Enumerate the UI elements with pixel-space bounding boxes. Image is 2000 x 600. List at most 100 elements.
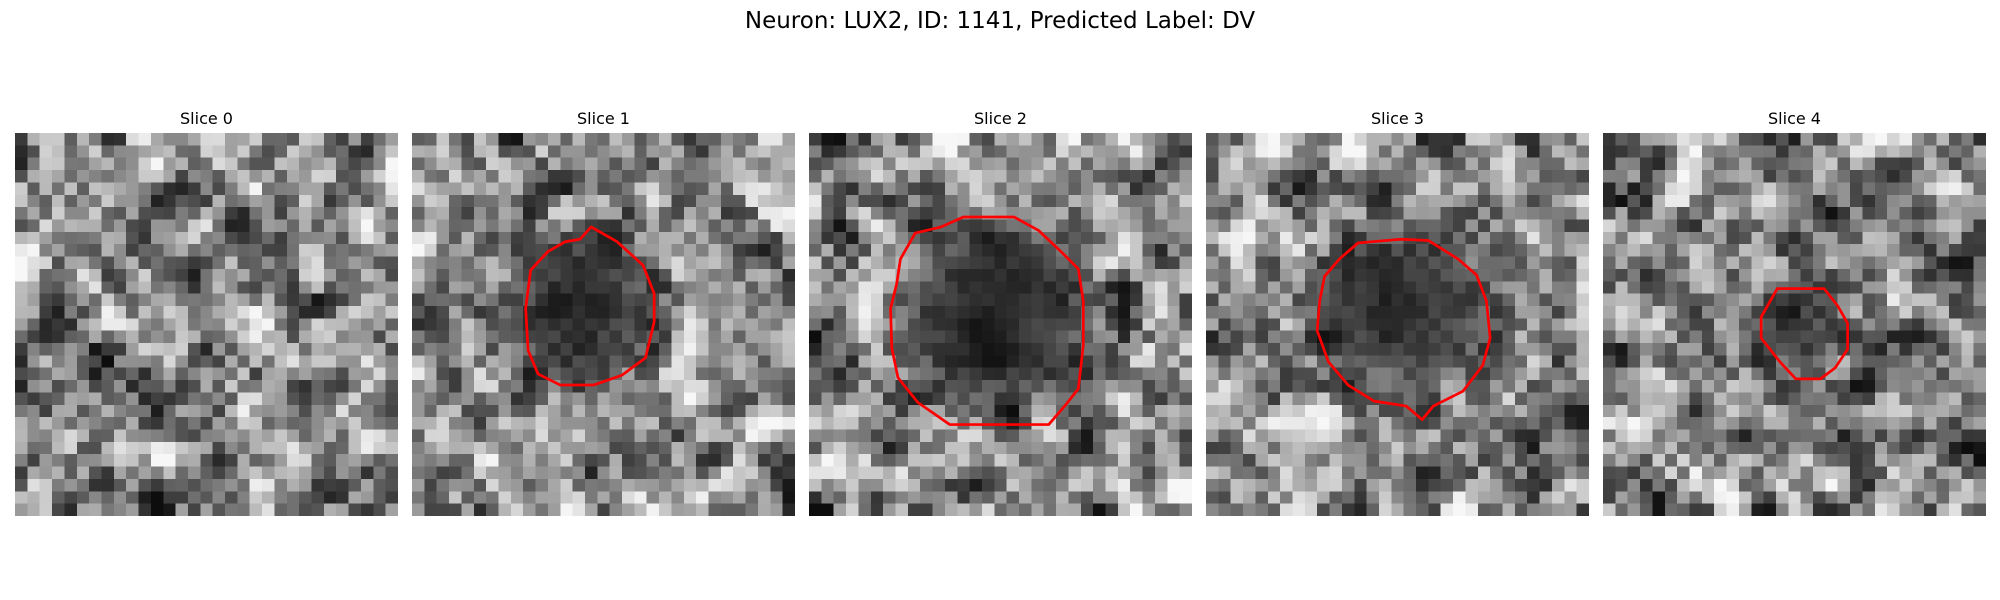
image-pixel <box>1850 133 1863 146</box>
image-pixel <box>1056 380 1069 393</box>
image-pixel <box>1899 194 1913 208</box>
image-pixel <box>535 417 549 430</box>
image-pixel <box>424 491 437 504</box>
image-pixel <box>1154 170 1168 183</box>
image-pixel <box>150 478 164 492</box>
image-pixel <box>1230 466 1244 480</box>
image-pixel <box>1564 268 1577 282</box>
image-pixel <box>646 219 660 233</box>
neuron-contour <box>524 225 656 387</box>
image-pixel <box>473 380 487 393</box>
image-pixel <box>1564 293 1577 307</box>
image-pixel <box>733 404 746 418</box>
image-pixel <box>1354 454 1367 467</box>
image-pixel <box>510 293 524 307</box>
image-pixel <box>1354 404 1367 418</box>
image-pixel <box>412 330 425 344</box>
image-pixel <box>237 256 250 270</box>
image-pixel <box>932 133 946 146</box>
image-pixel <box>1366 207 1380 220</box>
image-pixel <box>1714 256 1727 270</box>
image-pixel <box>510 219 524 233</box>
image-pixel <box>1961 454 1974 467</box>
image-pixel <box>1640 367 1653 381</box>
image-pixel <box>1280 207 1293 220</box>
image-pixel <box>311 318 325 331</box>
image-pixel <box>833 268 847 282</box>
image-pixel <box>1862 318 1876 331</box>
image-pixel <box>249 182 263 196</box>
image-pixel <box>163 392 176 406</box>
image-pixel <box>1551 441 1565 455</box>
image-pixel <box>1800 466 1814 480</box>
image-pixel <box>1230 355 1244 368</box>
image-pixel <box>708 367 722 381</box>
image-pixel <box>1837 478 1851 492</box>
image-pixel <box>1019 429 1032 443</box>
image-pixel <box>225 343 238 356</box>
image-pixel <box>262 429 275 443</box>
image-pixel <box>212 343 226 356</box>
image-pixel <box>1961 293 1974 307</box>
image-pixel <box>572 491 586 504</box>
image-pixel <box>1142 478 1156 492</box>
image-pixel <box>113 207 127 220</box>
image-pixel <box>560 454 573 467</box>
image-pixel <box>1218 305 1231 319</box>
image-pixel <box>1304 466 1318 480</box>
image-pixel <box>932 330 946 344</box>
image-pixel <box>858 182 872 196</box>
image-pixel <box>957 478 970 492</box>
image-pixel <box>782 268 795 282</box>
image-pixel <box>597 367 610 381</box>
image-pixel <box>336 293 349 307</box>
image-pixel <box>858 343 872 356</box>
image-pixel <box>708 417 722 430</box>
image-pixel <box>1117 170 1131 183</box>
image-pixel <box>944 244 958 257</box>
image-pixel <box>113 219 127 233</box>
image-pixel <box>1936 231 1950 245</box>
image-pixel <box>138 157 152 171</box>
image-pixel <box>1564 256 1577 270</box>
image-pixel <box>1775 268 1789 282</box>
image-pixel <box>1689 145 1703 158</box>
image-pixel <box>1627 293 1641 307</box>
image-pixel <box>846 182 859 196</box>
image-pixel <box>1031 343 1044 356</box>
image-pixel <box>1615 417 1628 430</box>
image-pixel <box>1117 454 1131 467</box>
image-pixel <box>449 145 462 158</box>
image-pixel <box>1539 355 1553 368</box>
image-pixel <box>1167 404 1180 418</box>
image-pixel <box>560 478 573 492</box>
image-pixel <box>1218 231 1231 245</box>
image-pixel <box>323 157 337 171</box>
image-pixel <box>1714 429 1727 443</box>
image-pixel <box>1440 466 1454 480</box>
image-pixel <box>957 343 970 356</box>
image-pixel <box>720 207 734 220</box>
image-pixel <box>1428 355 1441 368</box>
image-pixel <box>436 157 450 171</box>
image-pixel <box>76 355 90 368</box>
image-pixel <box>1640 170 1653 183</box>
image-pixel <box>1738 157 1752 171</box>
image-pixel <box>671 367 685 381</box>
image-pixel <box>1179 503 1192 516</box>
image-pixel <box>1726 145 1740 158</box>
image-pixel <box>1080 380 1094 393</box>
image-pixel <box>1837 268 1851 282</box>
image-pixel <box>348 429 362 443</box>
image-pixel <box>646 367 660 381</box>
image-pixel <box>833 491 847 504</box>
image-pixel <box>311 182 325 196</box>
image-pixel <box>895 157 909 171</box>
image-pixel <box>1788 182 1801 196</box>
image-pixel <box>1714 392 1727 406</box>
image-pixel <box>1502 207 1516 220</box>
image-pixel <box>782 145 795 158</box>
image-pixel <box>1280 219 1293 233</box>
image-pixel <box>1701 268 1715 282</box>
image-pixel <box>1911 355 1925 368</box>
